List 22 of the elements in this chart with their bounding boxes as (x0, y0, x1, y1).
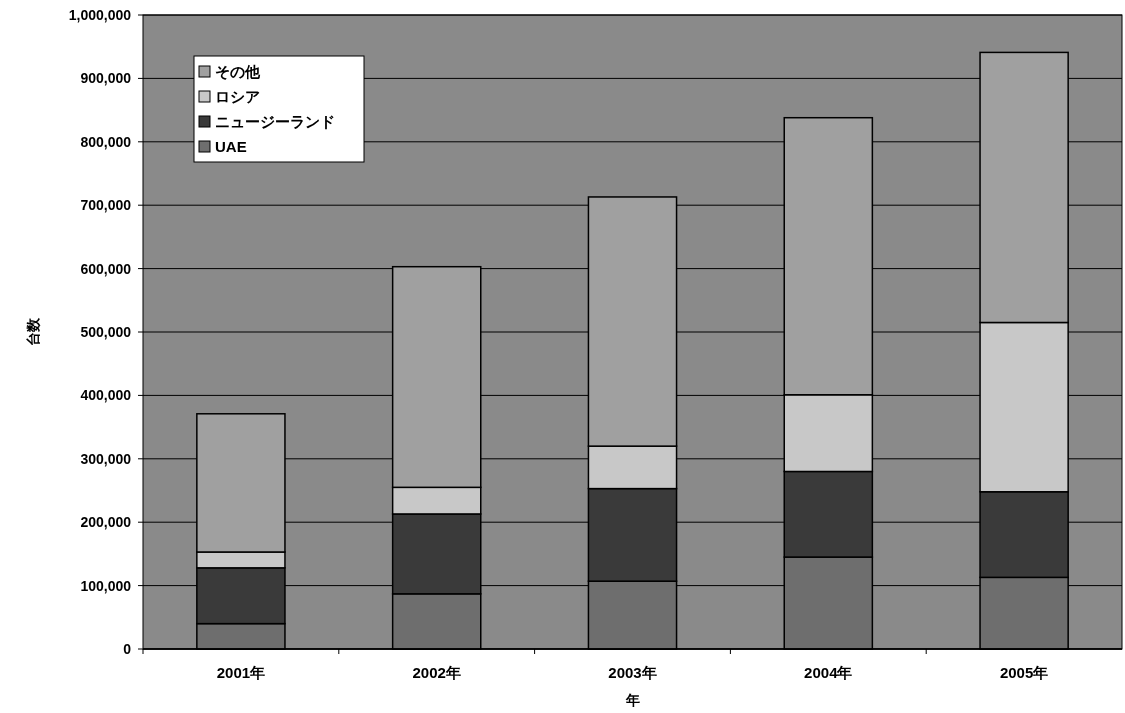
x-tick-label: 2003年 (608, 664, 657, 681)
y-tick-label: 300,000 (80, 450, 132, 467)
y-tick-label: 1,000,000 (68, 7, 132, 23)
y-tick-label: 600,000 (80, 260, 132, 277)
y-tick-label: 800,000 (80, 133, 132, 150)
x-tick-label: 2004年 (804, 664, 853, 681)
y-tick-label: 500,000 (80, 324, 132, 340)
y-tick-label: 100,000 (80, 577, 132, 594)
y-tick-label: 900,000 (80, 70, 132, 87)
legend-label: その他 (215, 63, 261, 80)
y-tick-label: 0 (123, 641, 132, 657)
y-tick-label: 200,000 (80, 514, 132, 531)
x-axis-title: 年 (624, 692, 640, 708)
y-tick-label: 400,000 (80, 387, 132, 404)
y-axis-title: 台数 (25, 317, 41, 346)
x-tick-label: 2005年 (999, 664, 1049, 681)
legend-label: ニュージーランド (215, 113, 335, 130)
x-tick-label: 2002年 (412, 664, 461, 681)
y-tick-label: 700,000 (80, 197, 132, 214)
legend-label: UAE (215, 138, 247, 155)
legend-label: ロシア (215, 88, 260, 105)
x-tick-label: 2001年 (216, 664, 266, 681)
